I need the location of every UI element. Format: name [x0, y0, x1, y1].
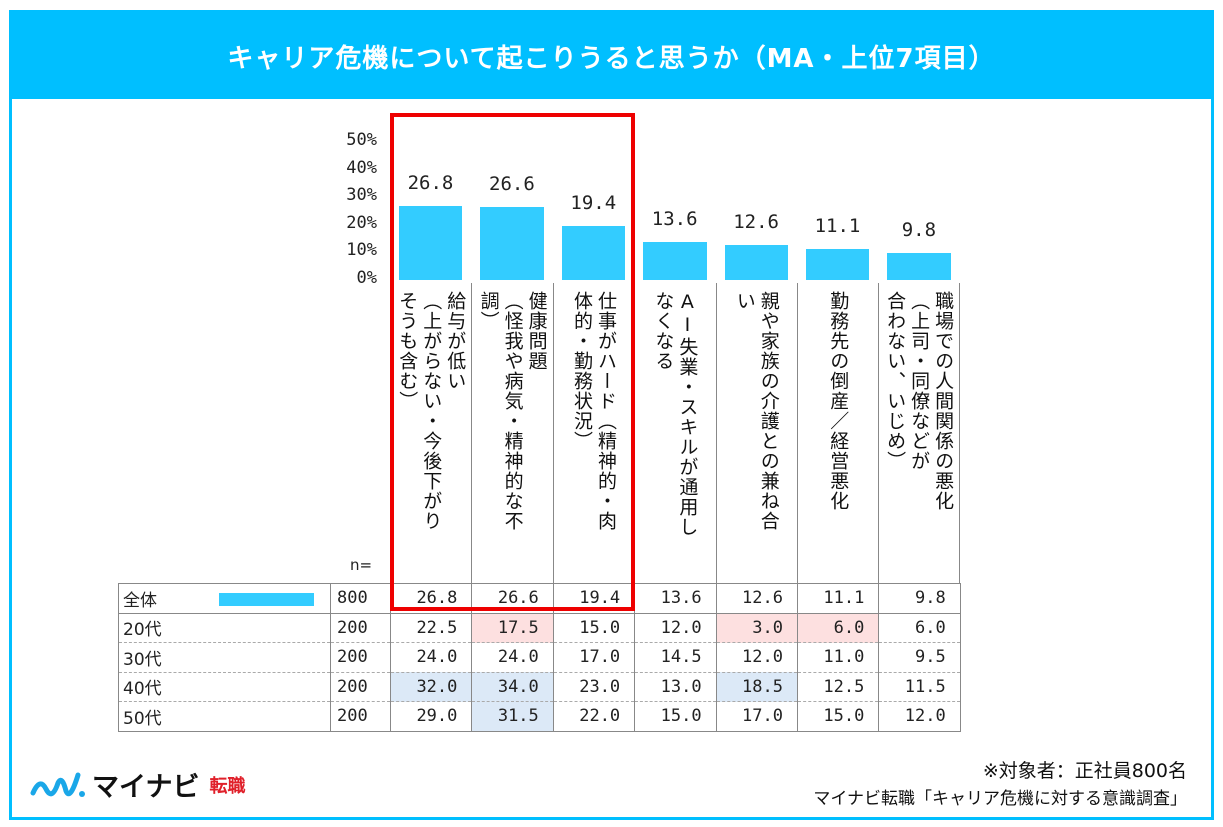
logo-sub: 転職: [209, 775, 246, 797]
category-label: 勤務先の倒産／経営悪化: [827, 291, 850, 511]
bar: [643, 242, 707, 280]
y-tick-label: 0%: [356, 268, 377, 288]
logo-brand: マイナビ: [92, 772, 200, 803]
category-cell: 健康問題 （怪我や病気・精神的な不 調）: [471, 283, 552, 583]
value-cell: 23.0: [552, 672, 636, 702]
data-label: 11.1: [814, 215, 861, 238]
value-cell: 15.0: [634, 701, 717, 731]
y-tick-label: 40%: [346, 157, 377, 178]
row-label-text: 20代: [123, 620, 162, 641]
category-label: 仕事がハード（精神的・肉 体的・勤務状況）: [570, 291, 617, 531]
n-cell: 200: [330, 642, 391, 672]
value-cell: 6.0: [796, 613, 880, 643]
table-row: 20代 200 22.5 17.5 15.0 12.0 3.0 6.0 6.0: [118, 613, 961, 643]
value-cell: 22.0: [552, 701, 636, 731]
bar: [806, 249, 870, 280]
row-label: 50代: [118, 701, 331, 731]
value-cell: 3.0: [715, 613, 798, 643]
value-cell: 18.5: [715, 672, 798, 702]
y-tick-label: 50%: [346, 130, 377, 150]
category-cell: 給与が低い （上がらない・今後下がり そうも含む）: [390, 283, 471, 583]
data-label: 12.6: [733, 211, 779, 234]
value-cell: 6.0: [878, 613, 961, 643]
category-label: 親や家族の介護との兼ね合 い: [733, 291, 780, 531]
data-label: 9.8: [901, 218, 937, 241]
breakdown-table: 全体 800 26.8 26.6 19.4 13.6 12.6 11.1 9.8 20代 200 22…: [118, 583, 961, 732]
value-cell: 15.0: [796, 701, 880, 731]
value-cell: 11.5: [878, 672, 961, 702]
row-label: 40代: [118, 672, 331, 702]
category-cell: AI失業・スキルが通用し なくなる: [634, 283, 715, 583]
table-row: 40代 200 32.0 34.0 23.0 13.0 18.5 12.5 11.5: [118, 672, 961, 702]
y-tick-label: 10%: [346, 240, 377, 261]
bar: [724, 245, 788, 280]
y-tick-label: 30%: [346, 185, 377, 206]
category-label: AI失業・スキルが通用し なくなる: [652, 291, 699, 537]
category-label: 職場での人間関係の悪化 （上司・同僚などが 合わない、いじめ）: [884, 291, 955, 511]
n-cell: 200: [330, 672, 391, 702]
value-cell: 12.6: [715, 583, 798, 613]
value-cell: 17.0: [715, 701, 798, 731]
category-cell: 勤務先の倒産／経営悪化: [797, 283, 878, 583]
chart-title: キャリア危機について起こりうると思うか（MA・上位7項目）: [12, 13, 1211, 99]
value-cell: 31.5: [471, 701, 554, 731]
value-cell: 12.0: [878, 701, 961, 731]
bar: [480, 206, 544, 280]
row-label: 30代: [118, 642, 331, 672]
value-cell: 9.8: [878, 583, 961, 613]
data-label: 26.8: [407, 172, 454, 195]
row-label-text: 50代: [123, 708, 162, 729]
category-cell: 職場での人間関係の悪化 （上司・同僚などが 合わない、いじめ）: [878, 283, 960, 583]
value-cell: 22.5: [389, 613, 473, 643]
value-cell: 32.0: [389, 672, 473, 702]
table-row: 50代 200 29.0 31.5 22.0 15.0 17.0 15.0 12.0: [118, 701, 961, 731]
bar: [561, 226, 626, 280]
value-cell: 17.0: [552, 642, 636, 672]
highlight-box: [390, 113, 635, 611]
value-cell: 17.5: [471, 613, 554, 643]
value-cell: 14.5: [634, 642, 717, 672]
value-cell: 13.6: [634, 583, 717, 613]
data-label: 26.6: [489, 172, 535, 195]
value-cell: 13.0: [634, 672, 717, 702]
value-cell: 24.0: [471, 642, 554, 672]
category-cell: 親や家族の介護との兼ね合 い: [715, 283, 797, 583]
row-label-text: 全体: [123, 590, 157, 611]
bar: [887, 252, 951, 280]
value-cell: 29.0: [389, 701, 473, 731]
source-note: マイナビ転職「キャリア危機に対する意識調査」: [813, 789, 1187, 809]
table-row: 30代 200 24.0 24.0 17.0 14.5 12.0 11.0 9.5: [118, 642, 961, 672]
category-cell: 仕事がハード（精神的・肉 体的・勤務状況）: [552, 283, 634, 583]
bar: [399, 206, 463, 280]
value-cell: 24.0: [389, 642, 473, 672]
data-label: 13.6: [651, 208, 698, 231]
target-note: ※対象者：正社員800名: [982, 760, 1187, 782]
value-cell: 11.1: [796, 583, 880, 613]
y-tick-label: 20%: [346, 212, 377, 233]
value-cell: 11.0: [796, 642, 880, 672]
mynavi-logo-icon: [30, 772, 85, 797]
n-cell: 800: [330, 583, 391, 613]
data-label: 19.4: [570, 192, 617, 215]
row-label-text: 40代: [123, 679, 162, 700]
value-cell: 12.0: [715, 642, 798, 672]
row-label: 全体: [118, 583, 331, 613]
value-cell: 34.0: [471, 672, 554, 702]
value-cell: 15.0: [552, 613, 636, 643]
legend-swatch: [219, 593, 314, 606]
logo: マイナビ 転職: [30, 765, 245, 804]
n-header: n=: [350, 556, 373, 574]
row-label: 20代: [118, 613, 331, 643]
category-label: 給与が低い （上がらない・今後下がり そうも含む）: [396, 291, 467, 531]
value-cell: 9.5: [878, 642, 961, 672]
n-cell: 200: [330, 701, 391, 731]
value-cell: 12.0: [634, 613, 717, 643]
category-label: 健康問題 （怪我や病気・精神的な不 調）: [477, 291, 548, 531]
value-cell: 12.5: [796, 672, 880, 702]
row-label-text: 30代: [123, 649, 162, 670]
n-cell: 200: [330, 613, 391, 643]
